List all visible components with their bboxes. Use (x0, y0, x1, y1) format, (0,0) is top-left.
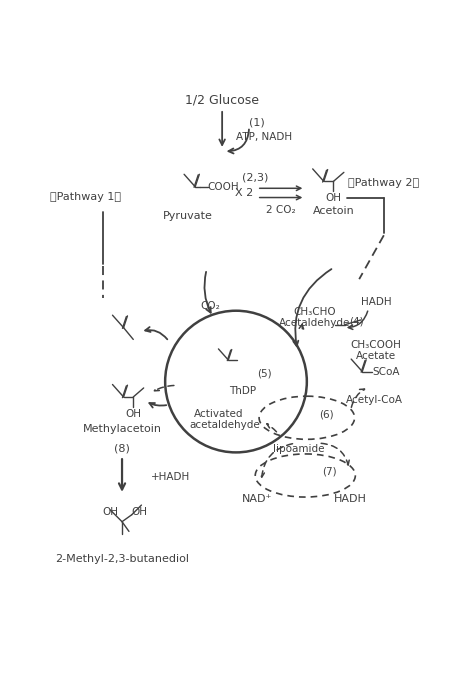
Text: (6): (6) (319, 410, 334, 420)
Text: NAD⁺: NAD⁺ (242, 493, 272, 504)
Text: Acetoin: Acetoin (313, 206, 355, 215)
Text: Pyruvate: Pyruvate (163, 211, 212, 221)
Text: Methylacetoin: Methylacetoin (82, 424, 162, 434)
Text: CH₃CHO: CH₃CHO (293, 307, 336, 317)
Text: 1/2 Glucose: 1/2 Glucose (185, 93, 259, 106)
Text: acetaldehyde: acetaldehyde (189, 420, 260, 431)
Text: HADH: HADH (334, 493, 366, 504)
Text: OH: OH (102, 507, 118, 517)
Text: CO₂: CO₂ (201, 301, 220, 311)
Text: lipoamide: lipoamide (273, 444, 325, 453)
Text: OH: OH (132, 507, 148, 517)
Text: SCoA: SCoA (373, 366, 400, 377)
Text: +HADH: +HADH (151, 472, 191, 482)
Text: HADH: HADH (361, 297, 392, 307)
Text: CH₃COOH: CH₃COOH (351, 339, 401, 350)
Text: Acetyl-CoA: Acetyl-CoA (346, 395, 403, 405)
Text: Activated: Activated (194, 409, 244, 419)
Text: Acetaldehyde: Acetaldehyde (279, 318, 350, 328)
Text: OH: OH (125, 408, 141, 419)
Text: （Pathway 2）: （Pathway 2） (348, 178, 419, 188)
Text: (8): (8) (114, 444, 130, 453)
Text: (5): (5) (257, 369, 272, 379)
Text: OH: OH (326, 193, 341, 203)
Text: (4): (4) (349, 317, 364, 326)
Text: COOH: COOH (208, 181, 239, 192)
Text: Acetate: Acetate (356, 351, 396, 361)
Text: 2-Methyl-2,3-butanediol: 2-Methyl-2,3-butanediol (55, 553, 189, 564)
Text: （Pathway 1）: （Pathway 1） (50, 192, 120, 201)
Text: (1): (1) (249, 118, 264, 128)
Text: (7): (7) (322, 466, 337, 477)
Text: X 2: X 2 (235, 188, 253, 198)
Text: (2,3): (2,3) (242, 172, 268, 183)
Text: 2 CO₂: 2 CO₂ (266, 205, 295, 215)
Text: ATP, NADH: ATP, NADH (237, 132, 292, 141)
Text: ThDP: ThDP (228, 386, 255, 396)
